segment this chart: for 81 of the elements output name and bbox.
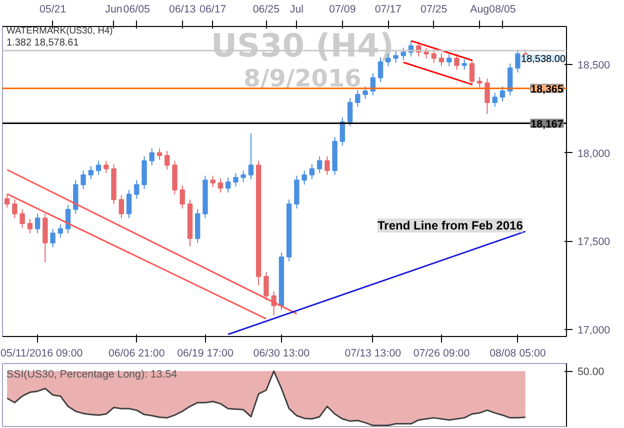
candlestick xyxy=(393,50,398,64)
text: 07/25 xyxy=(420,4,448,16)
y-tick-label: 17,000 xyxy=(578,324,610,336)
x-tick-label: 07/13 13:00 xyxy=(344,348,402,360)
candlestick xyxy=(58,224,64,238)
y-tick-label: 18,000 xyxy=(578,148,610,160)
candlestick xyxy=(96,160,102,176)
candlestick xyxy=(355,90,360,108)
candlestick xyxy=(508,63,513,96)
x-tick-label: 08/08 05:00 xyxy=(490,348,546,360)
text: Jun xyxy=(105,4,122,16)
candlestick xyxy=(515,48,520,73)
candlestick xyxy=(34,213,40,234)
candlestick xyxy=(446,53,452,67)
annotation: 18,538.00 xyxy=(521,54,566,65)
candlestick xyxy=(210,175,216,188)
candlestick xyxy=(264,272,269,301)
text: 05/21 xyxy=(39,4,66,16)
candlestick xyxy=(164,150,170,170)
x-tick-label: 06/30 13:00 xyxy=(253,348,310,360)
candlestick xyxy=(233,172,238,187)
candlestick xyxy=(218,178,224,194)
candlestick xyxy=(400,47,406,61)
text: Aug xyxy=(470,4,490,16)
candlestick xyxy=(27,218,33,234)
candlestick xyxy=(240,170,246,182)
x-tick-label: 06/19 17:00 xyxy=(177,348,234,360)
text: 06/17 xyxy=(200,4,226,16)
candlestick xyxy=(248,132,254,180)
candlestick xyxy=(118,194,124,219)
text: 07/17 xyxy=(374,4,402,16)
candlestick xyxy=(20,208,25,228)
text: 06/05 xyxy=(123,4,150,16)
candlestick xyxy=(12,199,18,219)
candlestick xyxy=(469,58,475,86)
candlestick xyxy=(104,160,109,174)
text: 06/25 xyxy=(252,4,280,16)
ref-line-label: 18,167 xyxy=(530,118,564,130)
ref-line-label: 1.382 18,578.61 xyxy=(6,38,80,49)
candlestick xyxy=(362,86,368,100)
candlestick xyxy=(180,184,185,209)
candlestick xyxy=(324,156,330,176)
candlestick xyxy=(226,177,231,194)
text: 08/05 xyxy=(489,4,516,16)
candlestick xyxy=(454,53,460,70)
candlestick xyxy=(492,92,498,108)
ref-line-label: 18,365 xyxy=(530,83,564,96)
candlestick xyxy=(347,98,353,127)
candlestick xyxy=(50,228,56,248)
annotation: WATERMARK(US30, H4) xyxy=(6,26,113,36)
candlestick xyxy=(484,78,490,114)
x-tick-label: 07/26 09:00 xyxy=(413,348,470,360)
annotation: Trend Line from Feb 2016 xyxy=(378,218,524,232)
candlestick xyxy=(88,166,94,180)
candlestick xyxy=(134,180,140,200)
candlestick xyxy=(438,53,444,67)
text: 07/09 xyxy=(329,4,356,16)
candlestick xyxy=(149,148,154,166)
candlestick xyxy=(424,47,429,59)
text: 50.00 xyxy=(578,366,604,378)
chart-title: SSI(US30, Percentage Long): 13.54 xyxy=(6,368,178,380)
text: 06/13 xyxy=(169,4,196,16)
candlestick xyxy=(309,164,315,180)
candlestick xyxy=(302,170,307,186)
x-tick-label: 05/11/2016 09:00 xyxy=(0,348,83,360)
candlestick xyxy=(126,189,132,219)
candlestick xyxy=(477,76,482,88)
x-tick-label: 06/06 21:00 xyxy=(108,348,165,360)
candlestick xyxy=(142,156,147,190)
candlestick xyxy=(156,148,162,160)
candlestick xyxy=(462,58,467,70)
y-tick-label: 17,500 xyxy=(578,236,610,248)
candlestick xyxy=(294,175,300,209)
candlestick xyxy=(340,116,346,146)
candlestick xyxy=(4,194,10,208)
candlestick xyxy=(500,86,506,102)
candlestick xyxy=(80,170,86,190)
candlestick xyxy=(431,48,436,64)
candlestick xyxy=(316,156,322,174)
text: Jul xyxy=(290,4,304,16)
y-tick-label: 18,500 xyxy=(578,59,610,72)
